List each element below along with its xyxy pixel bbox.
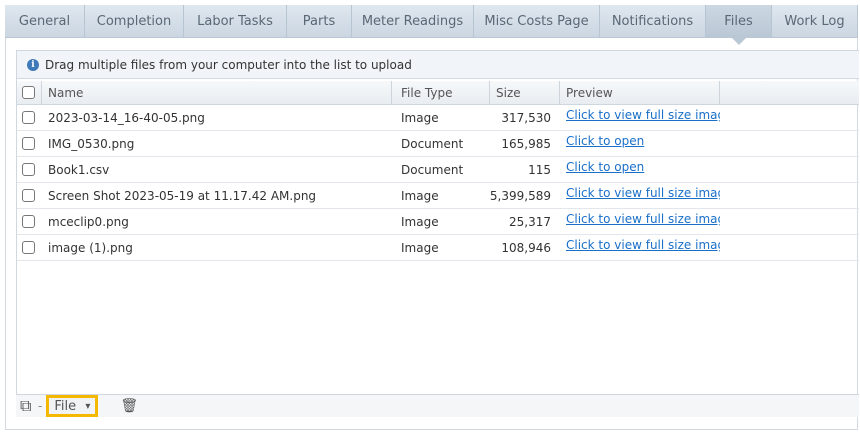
preview-link[interactable]: Click to view full size image [566, 108, 720, 122]
tab-misc-costs[interactable]: Misc Costs Page [474, 5, 600, 38]
file-name: 2023-03-14_16-40-05.png [48, 110, 205, 125]
row-checkbox[interactable] [22, 189, 35, 202]
file-type: Image [401, 240, 439, 255]
tab-work-log[interactable]: Work Log [772, 5, 858, 38]
tab-meter-readings[interactable]: Meter Readings [352, 5, 474, 38]
grid-toolbar: ⧉ - File ▾ 🗑 [16, 395, 859, 417]
preview-link[interactable]: Click to view full size image [566, 238, 720, 252]
upload-hint-text: Drag multiple files from your computer i… [45, 57, 412, 72]
tab-notifications[interactable]: Notifications [600, 5, 706, 38]
table-row[interactable]: image (1).png Image 108,946 Click to vie… [17, 235, 859, 261]
upload-hint: i Drag multiple files from your computer… [17, 51, 859, 79]
table-row[interactable]: Screen Shot 2023-05-19 at 11.17.42 AM.pn… [17, 183, 859, 209]
tab-files[interactable]: Files [706, 5, 772, 45]
file-size: 165,985 [501, 136, 551, 151]
file-type: Document [401, 136, 464, 151]
row-checkbox[interactable] [22, 163, 35, 176]
table-row[interactable]: mceclip0.png Image 25,317 Click to view … [17, 209, 859, 235]
files-panel: i Drag multiple files from your computer… [5, 38, 859, 430]
row-checkbox[interactable] [22, 111, 35, 124]
info-icon: i [27, 58, 39, 71]
file-name: Screen Shot 2023-05-19 at 11.17.42 AM.pn… [48, 188, 317, 203]
column-preview[interactable]: Preview [560, 81, 720, 104]
column-size[interactable]: Size [490, 81, 560, 104]
file-name: IMG_0530.png [48, 136, 135, 151]
file-type: Document [401, 162, 464, 177]
table-row[interactable]: 2023-03-14_16-40-05.png Image 317,530 Cl… [17, 105, 859, 131]
file-type: Image [401, 110, 439, 125]
file-size: 317,530 [501, 110, 551, 125]
grid-header: Name File Type Size Preview [17, 81, 859, 105]
file-name: mceclip0.png [48, 214, 129, 229]
preview-link[interactable]: Click to view full size image [566, 186, 720, 200]
tab-parts[interactable]: Parts [287, 5, 352, 38]
add-file-icon[interactable]: ⧉ [20, 396, 32, 415]
file-type: Image [401, 214, 439, 229]
row-checkbox[interactable] [22, 137, 35, 150]
row-checkbox[interactable] [22, 215, 35, 228]
row-checkbox[interactable] [22, 241, 35, 254]
tab-general[interactable]: General [5, 5, 85, 38]
column-file-type[interactable]: File Type [392, 81, 490, 104]
chevron-down-icon: ▾ [85, 400, 91, 412]
file-type: Image [401, 188, 439, 203]
preview-link[interactable]: Click to open [566, 160, 645, 174]
file-name: image (1).png [48, 240, 133, 255]
trash-icon[interactable]: 🗑 [120, 398, 139, 414]
file-name: Book1.csv [48, 162, 110, 177]
column-name[interactable]: Name [42, 81, 392, 104]
files-grid: i Drag multiple files from your computer… [16, 50, 859, 395]
file-size: 108,946 [501, 240, 551, 255]
preview-link[interactable]: Click to open [566, 134, 645, 148]
attachment-type-select[interactable]: File ▾ [46, 395, 99, 417]
tab-labor-tasks[interactable]: Labor Tasks [184, 5, 287, 38]
file-size: 5,399,589 [490, 188, 551, 203]
file-size: 115 [528, 162, 551, 177]
preview-link[interactable]: Click to view full size image [566, 212, 720, 226]
table-row[interactable]: IMG_0530.png Document 165,985 Click to o… [17, 131, 859, 157]
file-size: 25,317 [509, 214, 551, 229]
table-row[interactable]: Book1.csv Document 115 Click to open [17, 157, 859, 183]
tab-completion[interactable]: Completion [85, 5, 184, 38]
tab-bar: General Completion Labor Tasks Parts Met… [5, 5, 858, 45]
select-all-checkbox[interactable] [22, 86, 35, 99]
